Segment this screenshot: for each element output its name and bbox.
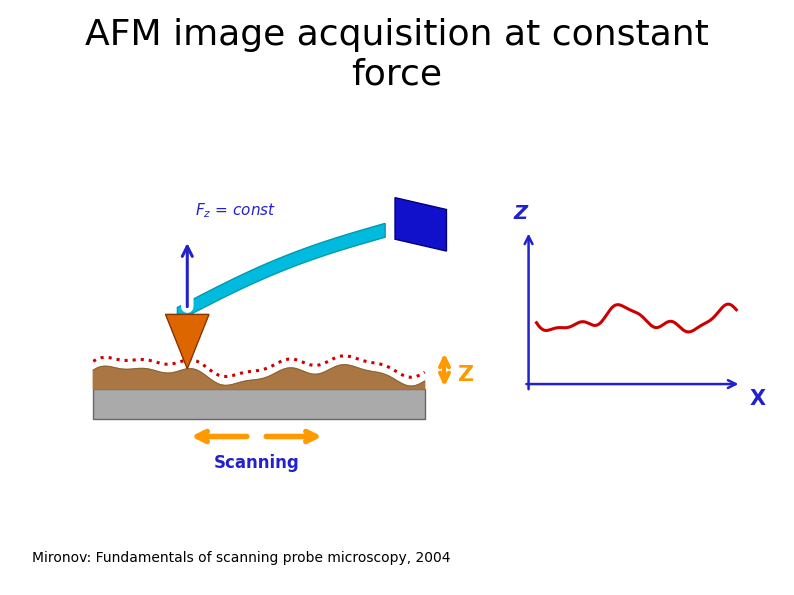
Polygon shape — [395, 198, 446, 251]
Text: Mironov: Fundamentals of scanning probe microscopy, 2004: Mironov: Fundamentals of scanning probe … — [32, 551, 450, 565]
Polygon shape — [94, 365, 425, 389]
Text: AFM image acquisition at constant: AFM image acquisition at constant — [85, 18, 709, 52]
Polygon shape — [177, 223, 385, 321]
Text: force: force — [352, 58, 442, 92]
Text: $F_z$ = const: $F_z$ = const — [195, 202, 276, 220]
Text: Z: Z — [514, 204, 528, 223]
Polygon shape — [165, 314, 209, 369]
Bar — [94, 389, 425, 419]
Text: X: X — [750, 389, 765, 409]
Text: Z: Z — [458, 365, 475, 385]
Text: Scanning: Scanning — [214, 455, 299, 472]
